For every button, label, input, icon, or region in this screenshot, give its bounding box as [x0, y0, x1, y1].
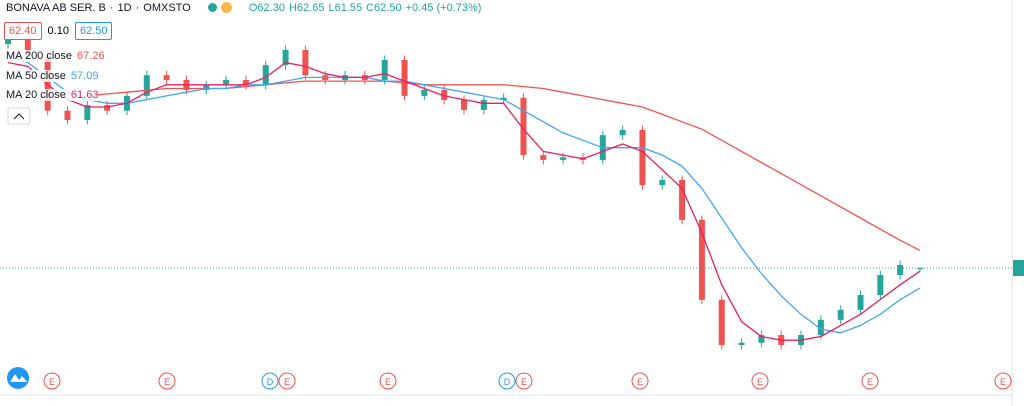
legend-item[interactable]: MA 20 close 61.63	[6, 89, 99, 101]
candle-body	[679, 179, 686, 220]
spread: 0.10	[47, 25, 69, 37]
event-marker[interactable]	[261, 372, 279, 390]
collapse-icon	[13, 113, 25, 120]
legend-item[interactable]: MA 200 close 67.26	[6, 50, 105, 62]
legend-name: MA 200 close	[6, 50, 73, 62]
event-label: E	[867, 377, 873, 387]
sep: ·	[135, 2, 140, 14]
candle-body	[560, 157, 567, 160]
event-marker[interactable]	[994, 372, 1012, 390]
event-marker[interactable]	[631, 372, 649, 390]
candle-body	[619, 129, 626, 136]
candle-body	[837, 309, 844, 320]
event-marker[interactable]	[158, 372, 176, 390]
candle-body	[401, 59, 408, 96]
candle-body	[203, 85, 210, 90]
event-label: E	[164, 377, 170, 387]
legend-value: 57.09	[70, 69, 99, 82]
ohlc: O62.30	[248, 2, 285, 14]
candle-body	[480, 99, 487, 110]
ask[interactable]: 62.50	[74, 22, 113, 40]
candle-body	[64, 110, 71, 120]
ma-line	[7, 61, 921, 341]
candle-body	[302, 49, 309, 76]
bid[interactable]: 62.40	[4, 22, 42, 40]
event-marker[interactable]	[498, 372, 516, 390]
candle-body	[877, 275, 884, 296]
sep: ·	[109, 2, 114, 14]
event-marker[interactable]	[515, 372, 533, 390]
candle-body	[758, 335, 765, 343]
candle-body	[242, 79, 249, 86]
event-marker[interactable]	[861, 372, 879, 390]
ma-line	[87, 80, 921, 251]
candle-body	[540, 155, 547, 160]
ohlc: H62.65	[288, 2, 325, 14]
candle-body	[223, 79, 230, 86]
last-price-tag	[1013, 260, 1024, 277]
event-label: E	[49, 377, 55, 387]
ma-line	[7, 54, 921, 334]
candle-body	[897, 265, 904, 276]
event-label: D	[504, 377, 511, 387]
header: BONAVA AB SER. B · 1D · OMXSTO O62.30 H62.65 L…	[6, 2, 485, 14]
candle-body	[262, 65, 269, 86]
exchange: OMXSTO	[143, 2, 191, 14]
candle-body	[718, 299, 725, 346]
legend-name: MA 50 close	[6, 69, 66, 82]
event-label: E	[1000, 377, 1006, 387]
collapse-button	[7, 107, 31, 125]
event-marker[interactable]	[379, 372, 397, 390]
event-label: E	[521, 377, 527, 387]
candle-body	[500, 97, 507, 100]
candle-body	[917, 268, 923, 270]
candle-body	[738, 342, 745, 346]
ohlc: C62.50	[366, 2, 402, 14]
candle-body	[520, 97, 527, 156]
event-label: D	[267, 377, 274, 387]
status-dot	[207, 3, 217, 12]
candle-body	[639, 129, 646, 186]
candle-body	[163, 75, 170, 80]
candle-body	[44, 55, 51, 111]
candle-body	[698, 219, 705, 300]
candle-body	[441, 89, 448, 100]
delay-dot	[220, 2, 232, 13]
event-label: E	[284, 377, 290, 387]
event-marker[interactable]	[751, 372, 769, 390]
candle-body	[461, 99, 467, 110]
candle-body	[282, 49, 289, 66]
event-label: E	[637, 377, 643, 387]
candle-body	[84, 105, 91, 120]
legend-item[interactable]: MA 50 close 57.09	[6, 69, 99, 82]
change: +0.45 (+0.73%)	[405, 2, 482, 14]
ohlc: L61.55	[328, 2, 363, 14]
candle-body	[857, 295, 864, 310]
event-label: E	[757, 377, 763, 387]
candle-body	[5, 39, 11, 45]
trade-boxes: 62.40 0.10 62.50	[4, 22, 113, 40]
event-label: E	[385, 377, 391, 387]
interval: 1D	[117, 2, 132, 14]
candle-body	[381, 59, 388, 80]
candle-body	[24, 39, 31, 56]
candle-body	[421, 89, 428, 96]
event-marker[interactable]	[278, 372, 296, 390]
candle-body	[659, 179, 666, 186]
candle-body	[143, 75, 150, 96]
logo-mark	[10, 374, 27, 382]
candle-body	[104, 105, 111, 111]
event-marker[interactable]	[43, 372, 61, 390]
candle-body	[817, 319, 824, 336]
symbol: BONAVA AB SER. B	[6, 2, 106, 14]
legend-name: MA 20 close	[6, 89, 66, 101]
legend-value: 67.26	[77, 50, 105, 62]
legend-value: 61.63	[70, 89, 99, 101]
logo	[7, 367, 29, 389]
